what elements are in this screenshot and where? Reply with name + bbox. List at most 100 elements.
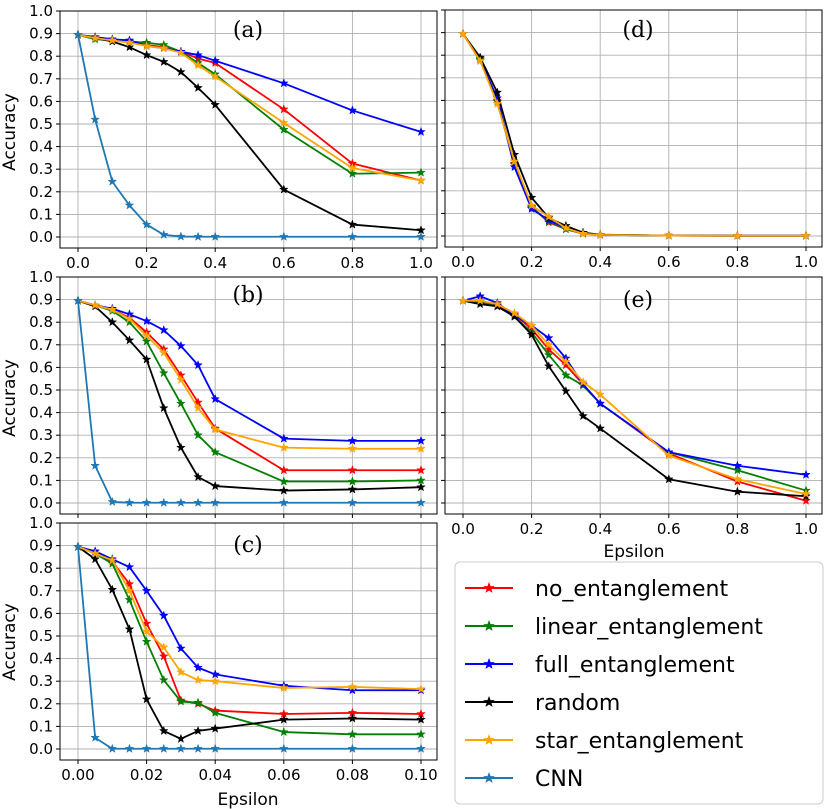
panel-e-point-star-entanglement [509, 308, 520, 318]
panel-a-point-cnn [158, 229, 169, 239]
panel-c-point-star-entanglement [158, 642, 169, 652]
panel-a-point-linear-entanglement [416, 167, 426, 177]
panel-c-ytick-label: 0.4 [29, 650, 53, 668]
panel-b-point-cnn [416, 497, 426, 507]
legend-marker-cnn [483, 771, 495, 783]
legend: no_entanglement linear_entanglement full_e… [454, 561, 824, 805]
panel-c-point-random [176, 733, 186, 743]
panel-a-ytick-label: 0.1 [29, 205, 53, 223]
panel-d-xtick-label: 1.0 [794, 253, 818, 271]
panel-b-point-star-entanglement [210, 424, 221, 434]
panel-e-grid: 0.0 0.2 0.4 0.6 0.8 1.0 [441, 276, 823, 538]
panel-e-point-random [561, 385, 571, 396]
panel-c-ylabel: Accuracy [0, 603, 20, 681]
legend-label-no-entanglement: no_entanglement [535, 577, 728, 602]
panel-c-xtick-label: 0.00 [61, 766, 94, 784]
panel-e-point-star-entanglement [492, 298, 503, 309]
panel-a-point-cnn [90, 114, 101, 124]
panel-e-line-no-entanglement [463, 299, 807, 502]
panel-b-point-no-entanglement [278, 465, 289, 475]
panel-e-series [458, 291, 811, 505]
legend-label-linear-entanglement: linear_entanglement [535, 615, 763, 640]
panel-e-point-star-entanglement [801, 488, 811, 499]
panel-b-frame [59, 276, 438, 515]
panel-d-line-no-entanglement [462, 33, 806, 237]
panel-e-point-linear-entanglement [732, 465, 743, 475]
panel-b-point-cnn [141, 497, 152, 507]
panel-e-point-linear-entanglement [561, 370, 571, 380]
panel-b-point-full-entanglement [158, 324, 169, 335]
panel-e-point-full-entanglement [801, 469, 811, 479]
panel-e-line-full-entanglement [462, 295, 807, 476]
panel-c-xlabel: Epsilon [217, 790, 278, 809]
panel-b-point-random [158, 402, 169, 413]
panel-c-point-no-entanglement [158, 651, 169, 661]
panel-e-frame [444, 276, 823, 515]
panel-a-point-full-entanglement [210, 55, 221, 65]
panel-e-xlabel: Epsilon [603, 542, 664, 562]
panel-e-point-star-entanglement [458, 295, 468, 305]
panel-b-line-no-entanglement [77, 299, 421, 472]
panel-e: 0.0 0.2 0.4 0.6 0.8 1.0 (e) [441, 276, 823, 538]
panel-a-ytick-label: 0.6 [29, 92, 53, 110]
panel-b-point-cnn [107, 496, 118, 507]
panel-b-point-linear-entanglement [347, 476, 358, 486]
panel-b-point-linear-entanglement [158, 367, 169, 378]
panel-a-point-star-entanglement [210, 71, 221, 81]
panel-d-point-star-entanglement [543, 211, 554, 221]
panel-b-line-cnn [77, 300, 421, 504]
panel-a-line-full-entanglement [77, 33, 422, 133]
panel-a-title: (a) [233, 18, 263, 43]
panel-b-point-linear-entanglement [278, 476, 289, 486]
panel-d-point-star-entanglement [492, 98, 503, 108]
panel-e-point-linear-entanglement [543, 349, 554, 360]
panel-c-ytick-label: 0.8 [29, 559, 53, 577]
panel-c-point-cnn [90, 732, 101, 742]
panel-c-ytick-label: 0.7 [29, 582, 53, 600]
panel-a-point-random [278, 184, 289, 194]
panel-c-point-linear-entanglement [176, 696, 186, 706]
panel-b-point-random [416, 482, 426, 492]
panel-b-point-no-entanglement [347, 465, 358, 475]
panel-b-ytick-label: 0.2 [29, 449, 53, 467]
panel-e-point-random [578, 410, 588, 421]
panel-a-point-star-entanglement [416, 175, 426, 185]
legend-label-cnn: CNN [535, 767, 583, 792]
panel-d-point-star-entanglement [509, 156, 520, 166]
panel-d-point-star-entanglement [578, 228, 588, 238]
panel-c-point-linear-entanglement [347, 729, 358, 739]
panel-d-line-full-entanglement [462, 33, 806, 237]
legend-marker-random [483, 695, 495, 707]
panel-b-point-cnn [193, 497, 203, 507]
panel-b-point-full-entanglement [278, 433, 289, 443]
panel-e-point-no-entanglement [801, 495, 811, 505]
panel-c-series [73, 541, 426, 753]
panel-c-point-star-entanglement [90, 548, 101, 558]
panel-c-ytick-label: 0.1 [29, 717, 53, 735]
panel-d: 0.0 0.2 0.4 0.6 0.8 1.0 (d) [441, 9, 823, 271]
legend-marker-linear-entanglement [483, 619, 495, 631]
panel-c-ytick-label: 0.3 [29, 672, 53, 690]
panel-b-point-star-entanglement [193, 402, 203, 413]
panel-c-point-cnn [107, 743, 118, 753]
panel-e-point-star-entanglement [663, 450, 674, 460]
panel-c-xtick-label: 0.04 [198, 766, 231, 784]
panel-d-point-star-entanglement [595, 229, 606, 240]
panel-d-point-random [492, 87, 503, 97]
panel-c-ytick-label: 1.0 [29, 514, 53, 532]
panel-a-point-no-entanglement [278, 104, 289, 114]
panel-c-point-cnn [278, 743, 289, 753]
panel-b-line-random [77, 299, 422, 492]
panel-b-ytick-label: 0.0 [29, 494, 53, 512]
panel-b-ytick-label: 0.1 [29, 471, 53, 489]
panel-d-line-linear-entanglement [462, 33, 806, 237]
panel-e-xtick-label: 0.8 [725, 520, 749, 538]
panel-a-ytick-label: 0.9 [29, 25, 53, 43]
panel-a-ytick-label: 0.4 [29, 138, 53, 156]
panel-a-frame [59, 10, 438, 249]
panel-c-point-full-entanglement [347, 685, 358, 695]
panel-b-point-random [107, 317, 118, 327]
panel-e-point-random [663, 474, 674, 484]
panel-e-xtick-label: 0.6 [657, 520, 681, 538]
panel-b-ytick-label: 0.5 [29, 381, 53, 399]
